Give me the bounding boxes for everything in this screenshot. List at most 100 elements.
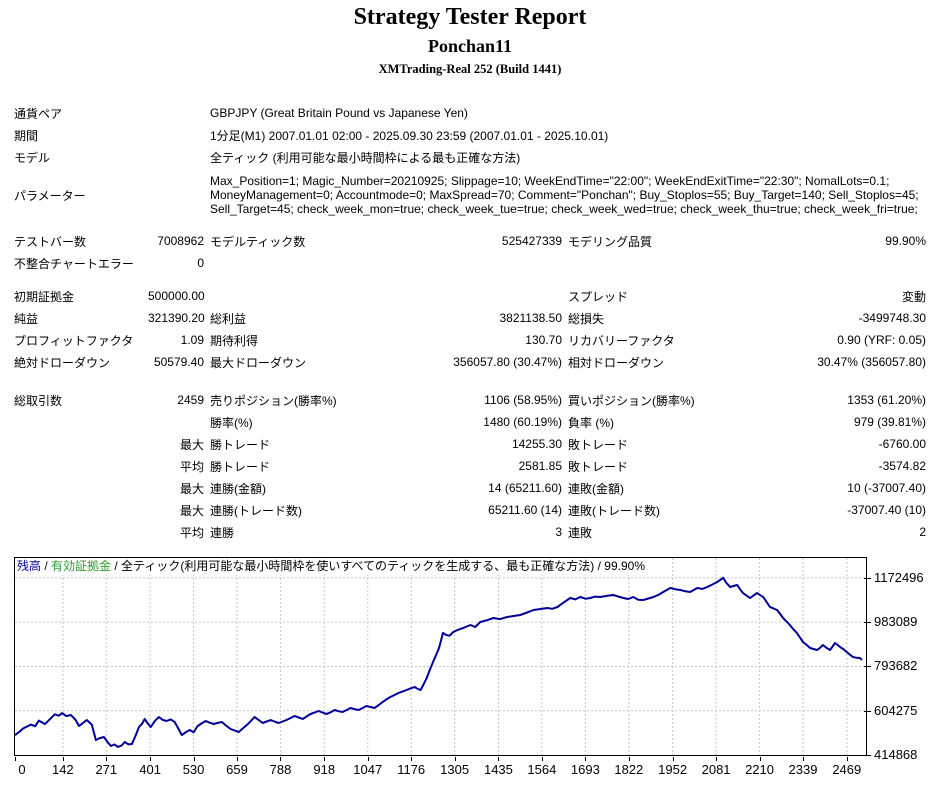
row-value-2: 3 — [555, 525, 562, 539]
row-label-2: 1分足(M1) 2007.01.01 02:00 - 2025.09.30 23… — [210, 128, 609, 143]
x-axis-tick — [324, 757, 326, 761]
report-row: 期間 1分足(M1) 2007.01.01 02:00 - 2025.09.30 … — [14, 124, 926, 146]
x-axis-label: 659 — [226, 762, 248, 777]
row-label-3: 敗トレード — [568, 437, 629, 452]
x-axis-tick — [716, 757, 718, 761]
x-axis-label: 1176 — [397, 762, 426, 777]
row-label-2: 売りポジション(勝率%) — [210, 393, 337, 408]
x-axis-tick — [803, 757, 804, 761]
y-axis-label: 793682 — [874, 658, 918, 674]
x-axis-tick — [454, 757, 456, 761]
y-axis-label: 983089 — [874, 614, 918, 630]
report-row: 最大 連勝(トレード数) 65211.60 (14) 連敗(トレード数) -37007.… — [14, 499, 926, 521]
x-axis-tick — [367, 757, 369, 761]
row-label: 通貨ペア — [14, 106, 63, 121]
report-row: 絶対ドローダウン 50579.40 最大ドローダウン 356057.80 (30.47… — [14, 351, 926, 373]
x-axis-tick — [846, 757, 848, 761]
report-row: 平均 勝トレード 2581.85 敗トレード -3574.82 — [14, 455, 926, 477]
x-axis-tick — [498, 757, 500, 761]
x-axis-tick — [759, 757, 761, 761]
x-axis-label: 1564 — [527, 762, 557, 777]
row-label-3: 連敗 — [568, 525, 593, 540]
row-label: 総取引数 — [14, 393, 63, 408]
y-axis-tick — [864, 755, 871, 756]
report-row: 最大 連勝(金額) 14 (65211.60) 連敗(金額) 10 (-37007.40… — [14, 477, 926, 499]
row-label-3: 連敗(金額) — [568, 481, 624, 496]
row-label-3: スプレッド — [568, 289, 629, 304]
row-label-2: 期待利得 — [210, 333, 259, 348]
row-label-3: 総損失 — [568, 311, 605, 326]
row-label-3: 敗トレード — [568, 459, 629, 474]
row-label-2: 勝トレード — [210, 459, 271, 474]
x-axis-tick — [150, 757, 152, 761]
report-row: パラメーター Max_Position=1; Magic_Number=20210… — [14, 168, 926, 222]
row-value-3: -6760.00 — [878, 437, 926, 451]
row-value-3: 変動 — [901, 289, 926, 304]
row-label-2: GBPJPY (Great Britain Pound vs Japanese … — [210, 106, 468, 120]
report-row: 平均 連勝 3 連敗 2 — [14, 521, 926, 543]
server-build: XMTrading-Real 252 (Build 1441) — [378, 62, 562, 76]
row-label-2: 連勝(金額) — [210, 481, 266, 496]
row-value-2: 525427339 — [501, 234, 562, 248]
row-value-1: 最大 — [179, 437, 204, 452]
row-value-1: 500000.00 — [148, 289, 205, 303]
row-value-3: 0.90 (YRF: 0.05) — [837, 333, 926, 347]
report-header: Strategy Tester Report Ponchan11 XMTradi… — [0, 2, 940, 77]
row-value-2: 1480 (60.19%) — [483, 415, 562, 429]
row-value-3: 2 — [919, 525, 926, 539]
report-row: モデル 全ティック (利用可能な最小時間枠による最も正確な方法) — [14, 146, 926, 168]
row-label: 期間 — [14, 128, 39, 143]
report-row: 勝率(%) 1480 (60.19%) 負率 (%) 979 (39.81%) — [14, 411, 926, 433]
x-axis-label: 1693 — [570, 762, 600, 777]
row-value-3: -3499748.30 — [858, 311, 926, 325]
row-label-2: Max_Position=1; Magic_Number=20210925; S… — [204, 174, 926, 216]
legend-text: / 全ティック(利用可能な最小時間枠を使いすべてのティックを生成する、最も正確な… — [111, 559, 645, 573]
row-value-1: 最大 — [179, 481, 204, 496]
x-axis-tick — [106, 757, 108, 761]
row-label-3: モデリング品質 — [568, 234, 653, 249]
row-label: パラメーター — [14, 188, 86, 203]
row-value-3: -3574.82 — [878, 459, 926, 473]
row-value-2: 2581.85 — [518, 459, 562, 473]
x-axis-label: 1435 — [483, 762, 513, 777]
y-axis-label: 1172496 — [874, 569, 924, 585]
row-label: 絶対ドローダウン — [14, 355, 111, 370]
row-label-2: 最大ドローダウン — [210, 355, 307, 370]
x-axis-label: 1047 — [353, 762, 383, 777]
row-label-2: 全ティック (利用可能な最小時間枠による最も正確な方法) — [210, 150, 521, 165]
row-value-2: 14 (65211.60) — [488, 481, 562, 495]
x-axis-tick — [62, 757, 64, 761]
x-axis-label: 2210 — [745, 762, 774, 777]
x-axis-label: 788 — [269, 762, 292, 777]
row-label: 初期証拠金 — [14, 289, 75, 304]
row-label-2: 勝トレード — [210, 437, 271, 452]
row-label-2: 連勝 — [210, 525, 235, 540]
report-row: テストバー数 7008962 モデルティック数 525427339 モデリング品質 99.… — [14, 230, 926, 252]
parameter-line: MoneyManagement=0; Accountmode=0; MaxSpr… — [210, 188, 919, 202]
x-axis-label: 1952 — [658, 762, 688, 777]
row-label: テストバー数 — [14, 234, 87, 249]
x-axis-tick — [193, 757, 195, 761]
y-axis-label: 414868 — [874, 747, 918, 762]
x-axis-label: 0 — [18, 762, 26, 777]
row-value-1: 1.09 — [180, 333, 204, 347]
x-axis-tick — [15, 757, 16, 761]
y-axis-tick — [864, 666, 871, 668]
x-axis-label: 1822 — [614, 762, 644, 777]
report-row: 通貨ペア GBPJPY (Great Britain Pound vs Japan… — [14, 102, 926, 124]
chart-plot-area: 残高 / 有効証拠金 / 全ティック(利用可能な最小時間枠を使いすべてのティック… — [14, 557, 867, 756]
x-axis-label: 530 — [182, 762, 205, 777]
x-axis-tick — [541, 757, 543, 761]
row-value-2: 14255.30 — [511, 437, 562, 451]
chart-legend: 残高 / 有効証拠金 / 全ティック(利用可能な最小時間枠を使いすべてのティック… — [16, 558, 648, 575]
row-value-3: 99.90% — [885, 234, 926, 248]
row-label: モデル — [14, 150, 51, 165]
x-axis-tick — [411, 757, 413, 761]
x-axis-label: 2339 — [788, 762, 818, 777]
row-label-2: 勝率(%) — [210, 415, 253, 430]
report-row: 初期証拠金 500000.00 スプレッド 変動 — [14, 285, 926, 307]
x-axis-label: 2081 — [701, 762, 731, 777]
x-axis-tick — [672, 757, 674, 761]
row-label-2: 連勝(トレード数) — [210, 503, 302, 518]
